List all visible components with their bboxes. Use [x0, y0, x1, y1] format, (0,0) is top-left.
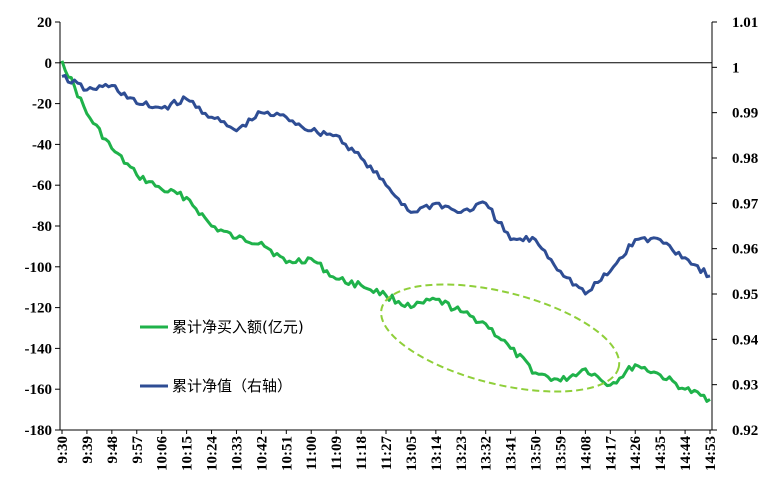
axes — [59, 22, 713, 431]
right-tick-label: 0.94 — [732, 332, 759, 348]
x-tick-label: 11:09 — [329, 436, 345, 470]
left-tick-label: 0 — [45, 56, 53, 72]
x-tick-label: 9:39 — [80, 436, 96, 464]
x-tick-label: 10:24 — [205, 436, 221, 471]
annotation-ellipse — [380, 283, 621, 393]
x-tick-label: 14:35 — [653, 436, 669, 471]
x-tick-label: 10:42 — [254, 436, 270, 471]
x-tick-label: 10:15 — [180, 436, 196, 471]
series-line-nav — [61, 74, 711, 296]
x-tick-label: 10:06 — [155, 436, 171, 471]
right-tick-label: 0.99 — [732, 106, 758, 122]
x-tick-label: 9:57 — [130, 436, 146, 464]
series-line-net-buy — [60, 60, 711, 403]
right-axis-ticks: 1.01 1 0.99 0.98 0.97 0.96 0.95 0.94 0.93 0.92 — [712, 15, 759, 439]
left-tick-label: -160 — [25, 382, 53, 398]
left-tick-label: -120 — [25, 301, 53, 317]
left-tick-label: 20 — [37, 15, 52, 31]
x-tick-label: 9:30 — [55, 436, 71, 464]
right-tick-label: 1.01 — [732, 15, 758, 31]
left-axis-ticks: 20 0 -20 -40 -60 -80 -100 -120 -140 -160 -180 — [25, 15, 60, 439]
x-tick-label: 13:59 — [553, 436, 569, 471]
x-tick-label: 13:23 — [454, 436, 470, 471]
x-tick-label: 13:14 — [429, 436, 445, 471]
right-tick-label: 0.95 — [732, 287, 758, 303]
x-tick-label: 13:32 — [479, 436, 495, 471]
x-tick-label: 13:41 — [504, 436, 520, 471]
x-tick-label: 13:50 — [529, 436, 545, 471]
x-tick-label: 10:33 — [229, 436, 245, 471]
right-tick-label: 0.96 — [732, 242, 759, 258]
x-tick-label: 13:05 — [404, 436, 420, 471]
x-tick-label: 10:51 — [279, 436, 295, 471]
left-tick-label: -140 — [25, 341, 53, 357]
legend: 累计净买入额(亿元) 累计净值（右轴） — [140, 318, 304, 395]
legend-label-net-buy: 累计净买入额(亿元) — [172, 318, 304, 336]
left-tick-label: -180 — [25, 423, 53, 439]
series-lines — [60, 60, 711, 403]
right-tick-label: 0.98 — [732, 151, 758, 167]
x-tick-label: 11:27 — [379, 436, 395, 471]
right-tick-label: 0.97 — [732, 196, 759, 212]
left-tick-label: -80 — [32, 219, 52, 235]
x-tick-label: 14:17 — [603, 436, 619, 471]
right-tick-label: 0.93 — [732, 378, 758, 394]
right-tick-label: 1 — [732, 60, 740, 76]
right-tick-label: 0.92 — [732, 423, 758, 439]
x-tick-label: 9:48 — [105, 436, 121, 464]
x-tick-label: 11:18 — [354, 436, 370, 470]
left-tick-label: -20 — [32, 97, 52, 113]
x-tick-label: 14:44 — [678, 436, 694, 471]
x-tick-label: 14:26 — [628, 436, 644, 471]
x-tick-label: 14:08 — [578, 436, 594, 471]
x-axis-ticks: 9:30 9:39 9:48 9:57 10:06 10:15 10:24 10:33 10:4… — [55, 430, 719, 471]
x-tick-label: 11:00 — [304, 436, 320, 470]
dashed-ellipse — [380, 283, 621, 393]
left-tick-label: -100 — [25, 260, 53, 276]
x-tick-label: 14:53 — [703, 436, 719, 471]
left-tick-label: -60 — [32, 178, 52, 194]
left-tick-label: -40 — [32, 137, 52, 153]
legend-label-nav: 累计净值（右轴） — [172, 377, 292, 395]
